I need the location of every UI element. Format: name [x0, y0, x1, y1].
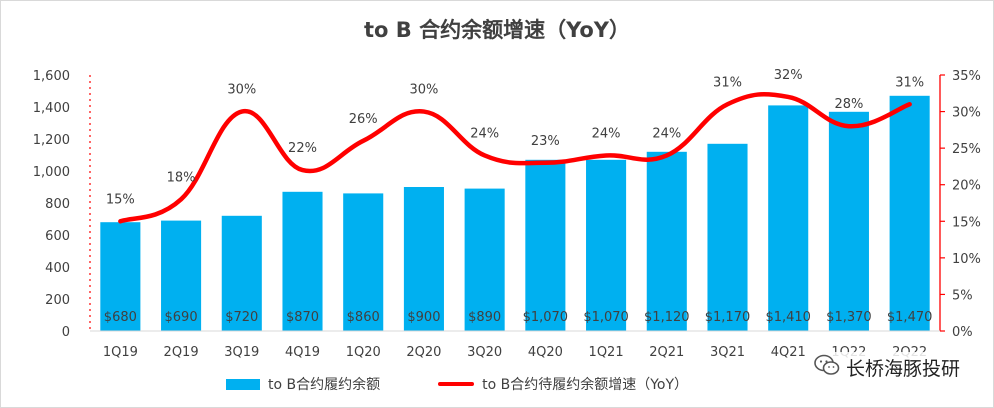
- y-left-tick-label: 200: [45, 293, 70, 308]
- line-value-label: 15%: [106, 192, 135, 207]
- x-tick-label: 2Q19: [164, 345, 199, 360]
- y-right-tick-label: 35%: [952, 69, 981, 84]
- line-value-label: 24%: [470, 126, 499, 141]
- x-tick-label: 3Q19: [224, 345, 259, 360]
- bar-value-label: $1,370: [826, 310, 872, 325]
- bar-4Q20: [525, 159, 566, 331]
- y-left-tick-label: 600: [45, 229, 70, 244]
- bar-value-label: $1,470: [887, 310, 933, 325]
- chart-title: to B 合约余额增速（YoY）: [363, 18, 630, 42]
- line-value-label: 18%: [167, 170, 196, 185]
- bar-value-label: $720: [225, 310, 258, 325]
- bar-2Q21: [646, 151, 687, 331]
- legend-label-bar: to B合约履约余额: [268, 377, 381, 393]
- y-right-tick-label: 30%: [952, 106, 981, 121]
- line-value-label: 30%: [227, 83, 256, 98]
- legend-item-line: to B合约待履约余额增速（YoY）: [438, 374, 688, 394]
- bar-value-label: $690: [165, 310, 198, 325]
- bar-2Q20: [403, 187, 444, 331]
- y-right-tick-label: 0%: [952, 325, 973, 340]
- line-value-label: 28%: [834, 97, 863, 112]
- wechat-icon: [814, 354, 840, 381]
- bar-1Q22: [828, 111, 869, 331]
- x-tick-label: 4Q20: [528, 345, 563, 360]
- bar-value-label: $1,070: [583, 310, 629, 325]
- legend-item-bar: to B合约履约余额: [226, 374, 380, 394]
- y-left-tick-label: 1,400: [33, 101, 70, 116]
- x-tick-label: 3Q20: [467, 345, 502, 360]
- yoy-growth-line: [118, 91, 912, 224]
- bar-4Q19: [282, 191, 323, 331]
- bar-value-label: $1,410: [765, 310, 811, 325]
- bar-value-label: $1,170: [705, 310, 751, 325]
- y-right-tick-label: 5%: [952, 288, 973, 303]
- x-tick-label: 4Q21: [771, 345, 806, 360]
- bar-value-label: $1,070: [523, 310, 569, 325]
- bar-value-label: $860: [347, 310, 380, 325]
- line-value-label: 31%: [895, 75, 924, 90]
- x-tick-label: 3Q21: [710, 345, 745, 360]
- x-tick-label: 1Q19: [103, 345, 138, 360]
- legend-label-line: to B合约待履约余额增速（YoY）: [482, 377, 689, 393]
- x-tick-label: 1Q21: [589, 345, 624, 360]
- y-left-tick-label: 400: [45, 261, 70, 276]
- brand-name: 长桥海豚投研: [845, 358, 960, 380]
- line-value-label: 26%: [349, 112, 378, 127]
- legend: to B合约履约余额 to B合约待履约余额增速（YoY）: [226, 374, 746, 394]
- brand-watermark: 长桥海豚投研: [809, 352, 964, 383]
- line-value-label: 24%: [592, 126, 621, 141]
- y-right-tick-label: 25%: [952, 142, 981, 157]
- bar-1Q21: [586, 159, 627, 331]
- bar-4Q21: [768, 105, 809, 332]
- bar-2Q22: [889, 95, 930, 331]
- bar-1Q19: [100, 222, 141, 331]
- y-left-tick-label: 0: [62, 325, 70, 340]
- x-tick-label: 1Q20: [346, 345, 381, 360]
- y-left-tick-label: 1,200: [33, 133, 70, 148]
- line-value-label: 23%: [531, 134, 560, 149]
- line-value-label: 22%: [288, 141, 317, 156]
- legend-swatch-line: [438, 382, 475, 386]
- bar-3Q19: [221, 215, 262, 331]
- line-value-label: 32%: [774, 68, 803, 83]
- y-left-tick-label: 800: [45, 197, 70, 212]
- x-tick-label: 2Q20: [406, 345, 441, 360]
- y-right-tick-label: 15%: [952, 215, 981, 230]
- x-tick-label: 4Q19: [285, 345, 320, 360]
- y-right-tick-label: 20%: [952, 179, 981, 194]
- y-left-tick-label: 1,600: [33, 69, 70, 84]
- bar-value-label: $900: [407, 310, 440, 325]
- y-right-tick-label: 10%: [952, 252, 981, 267]
- bar-3Q20: [464, 188, 505, 331]
- bar-value-label: $870: [286, 310, 319, 325]
- line-value-label: 24%: [652, 126, 681, 141]
- bar-2Q19: [161, 220, 202, 331]
- legend-swatch-bar: [226, 378, 260, 390]
- x-tick-label: 2Q21: [649, 345, 684, 360]
- bar-value-label: $680: [104, 310, 137, 325]
- line-value-label: 30%: [409, 83, 438, 98]
- bar-3Q21: [707, 143, 748, 331]
- line-value-label: 31%: [713, 75, 742, 90]
- bar-value-label: $1,120: [644, 310, 690, 325]
- bar-1Q20: [343, 193, 384, 331]
- y-left-tick-label: 1,000: [33, 165, 70, 180]
- bar-value-label: $890: [468, 310, 501, 325]
